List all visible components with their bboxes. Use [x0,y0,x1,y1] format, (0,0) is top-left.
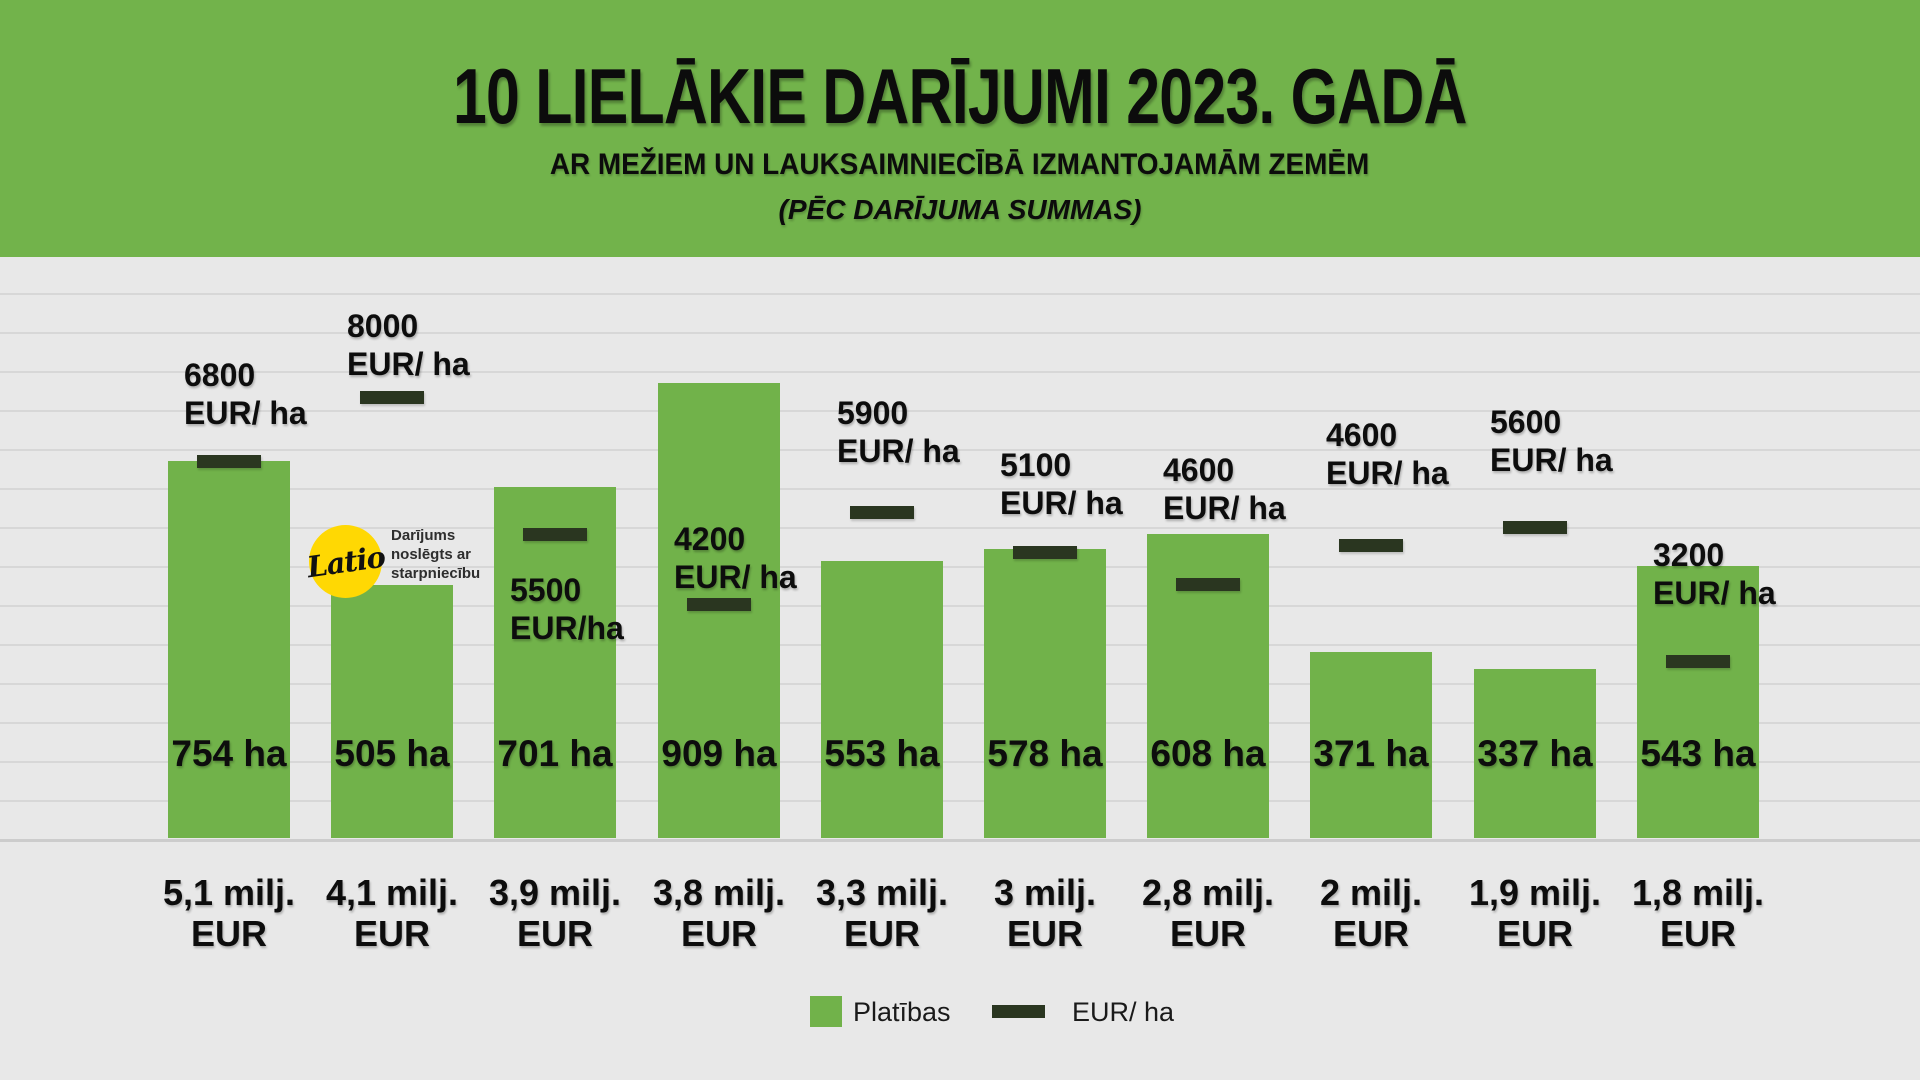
sorting-note: (PĒC DARĪJUMA SUMMAS) [778,194,1142,225]
legend: Platības EUR/ ha [0,992,1920,1036]
area-label: 608 ha [1150,733,1266,774]
value-label: 4,1 milj. EUR [325,872,459,954]
price-label: 5600 EUR/ ha [1490,404,1613,478]
gridline [0,683,1920,685]
price-label: 5500 EUR/ha [510,572,624,646]
price-label: 3200 EUR/ ha [1653,537,1776,611]
price-dash [1176,578,1240,591]
price-dash-icon [992,1005,1045,1018]
gridline [0,410,1920,412]
area-label: 505 ha [334,733,450,774]
latio-wordmark: Latio [304,539,387,584]
bar-platibas [331,585,453,838]
area-label: 909 ha [661,733,777,774]
bar-platibas [821,561,943,838]
bar-platibas [1637,566,1759,838]
value-label: 5,1 milj. EUR [162,872,296,954]
areas-swatch-icon [810,996,842,1027]
area-label: 543 ha [1640,733,1756,774]
bar-platibas [168,461,290,838]
bar-platibas [1474,669,1596,838]
legend-price-label: EUR/ ha [1072,997,1175,1027]
gridline [0,527,1920,529]
broker-caption: Darījums noslēgts ar starpniecību [391,527,481,582]
area-label: 553 ha [824,733,940,774]
price-dash [1339,539,1403,552]
price-dash [523,528,587,541]
area-label: 371 ha [1313,733,1429,774]
price-label: 5100 EUR/ ha [1000,447,1123,521]
gridline [0,449,1920,451]
price-dash [687,598,751,611]
value-label: 1,9 milj. EUR [1468,872,1602,954]
bar-platibas [494,487,616,838]
gridline [0,800,1920,802]
gridline [0,566,1920,568]
gridline [0,761,1920,763]
area-label: 578 ha [987,733,1103,774]
value-label: 1,8 milj. EUR [1631,872,1765,954]
gridline [0,488,1920,490]
gridline [0,371,1920,373]
price-dash [1666,655,1730,668]
price-label: 6800 EUR/ ha [184,357,307,431]
page-title: 10 LIELĀKIE DARĪJUMI 2023. GADĀ [453,52,1468,140]
value-label: 3,3 milj. EUR [815,872,949,954]
value-label: 2 milj. EUR [1319,872,1423,954]
price-label: 4600 EUR/ ha [1163,452,1286,526]
gridline [0,644,1920,646]
price-label: 5900 EUR/ ha [837,395,960,469]
value-label: 3 milj. EUR [993,872,1097,954]
price-dash [1503,521,1567,534]
chart-header: 10 LIELĀKIE DARĪJUMI 2023. GADĀ AR MEŽIE… [0,0,1920,257]
price-label: 4600 EUR/ ha [1326,417,1449,491]
value-label: 3,8 milj. EUR [652,872,786,954]
bar-platibas [984,549,1106,838]
price-label: 4200 EUR/ ha [674,521,797,595]
legend-areas-label: Platības [853,997,951,1027]
gridline [0,839,1920,842]
price-label: 8000 EUR/ ha [347,308,470,382]
price-dash [1013,546,1077,559]
area-label: 754 ha [171,733,287,774]
latio-logo-icon: Latio [305,525,386,598]
page-subtitle: AR MEŽIEM UN LAUKSAIMNIECĪBĀ IZMANTOJAMĀ… [550,148,1370,181]
price-dash [850,506,914,519]
area-label: 701 ha [497,733,613,774]
price-dash [360,391,424,404]
area-label: 337 ha [1477,733,1593,774]
gridline [0,332,1920,334]
value-label: 3,9 milj. EUR [488,872,622,954]
gridline [0,605,1920,607]
bar-platibas [1310,652,1432,838]
price-dash [197,455,261,468]
value-label: 2,8 milj. EUR [1141,872,1275,954]
gridline [0,293,1920,295]
gridline [0,722,1920,724]
